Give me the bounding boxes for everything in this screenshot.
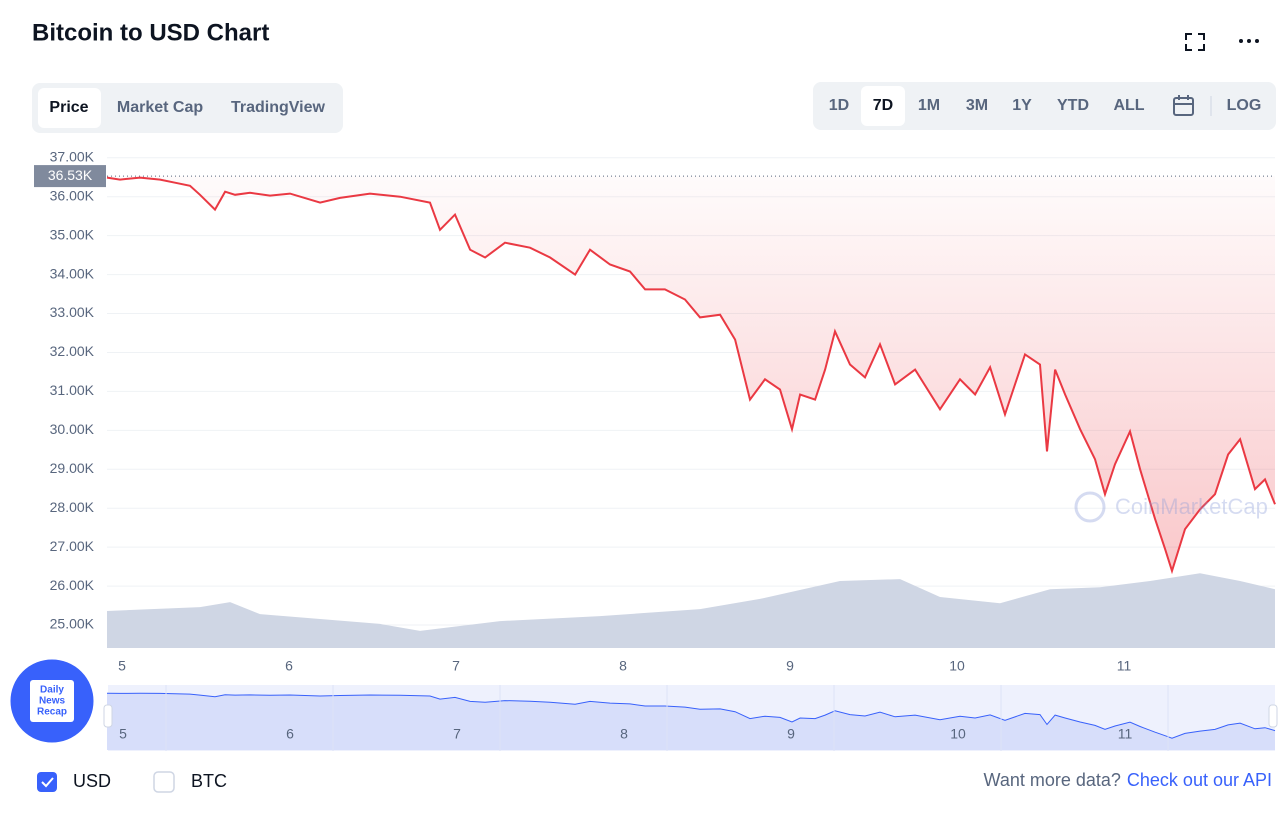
y-tick-label: 31.00K [50, 382, 95, 398]
navigator-tick-label: 5 [119, 726, 127, 742]
fullscreen-icon[interactable] [1185, 33, 1205, 51]
api-link[interactable]: Check out our API [1127, 770, 1272, 790]
x-tick-label: 6 [285, 658, 293, 674]
price-fill [107, 176, 1275, 571]
watermark-text: CoinMarketCap [1115, 494, 1268, 519]
y-tick-label: 37.00K [50, 148, 95, 164]
tab-active [38, 88, 101, 128]
y-tick-label: 30.00K [50, 421, 95, 437]
current-price-label: 36.53K [48, 167, 93, 183]
range-button[interactable]: YTD [1057, 97, 1089, 114]
legend-label[interactable]: BTC [191, 771, 227, 791]
range-button[interactable]: 7D [873, 97, 893, 114]
navigator-area [107, 693, 1275, 750]
y-tick-label: 32.00K [50, 343, 95, 359]
price-line [106, 176, 1276, 575]
x-tick-label: 9 [786, 658, 794, 674]
range-button[interactable]: 3M [966, 97, 988, 114]
navigator-tick-label: 10 [950, 726, 966, 742]
log-button[interactable]: LOG [1227, 97, 1262, 114]
x-tick-label: 5 [118, 658, 126, 674]
tab[interactable]: Price [49, 99, 88, 116]
badge-text: Daily [40, 685, 64, 696]
api-prompt: Want more data? [984, 770, 1121, 790]
y-tick-label: 29.00K [50, 460, 95, 476]
navigator-handle [1268, 704, 1278, 728]
y-tick-label: 28.00K [50, 499, 95, 515]
range-button[interactable]: ALL [1113, 97, 1144, 114]
range-button[interactable]: 1Y [1012, 97, 1032, 114]
current-price-box [34, 165, 106, 188]
x-tick-label: 10 [949, 658, 965, 674]
range-button[interactable]: 1D [829, 97, 849, 114]
navigator-tick-label: 6 [286, 726, 294, 742]
api-text: Want more data? Check out our API [984, 770, 1273, 790]
navigator-tick-label: 11 [1118, 726, 1133, 742]
plot: 37.00K 36.00K 35.00K 34.00K 33.00K 32.00K 31.0… [34, 148, 1278, 751]
x-tick-label: 8 [619, 658, 627, 674]
y-tick-label: 35.00K [50, 226, 95, 242]
badge-text: Recap [37, 707, 67, 718]
chart-title: Bitcoin to USD Chart [32, 19, 269, 46]
legend-label[interactable]: USD [73, 771, 111, 791]
y-tick-label: 26.00K [50, 577, 95, 593]
tab-group [32, 83, 343, 133]
badge-text: News [39, 696, 66, 707]
checkbox-checked[interactable] [37, 772, 57, 792]
range-group [813, 82, 1276, 130]
range-active [861, 86, 905, 126]
navigator-tick-label: 9 [787, 726, 795, 742]
badge: Daily News Recap [7, 656, 97, 746]
tab[interactable]: Market Cap [117, 99, 203, 116]
navigator-line [106, 692, 1276, 739]
checkbox[interactable] [153, 771, 175, 793]
x-tick-label: 7 [452, 658, 460, 674]
watermark: CoinMarketCap [1074, 491, 1268, 523]
volume-area [107, 573, 1275, 648]
navigator-handle [103, 704, 113, 728]
y-tick-label: 36.00K [50, 187, 95, 203]
y-tick-label: 25.00K [50, 616, 95, 632]
y-tick-label: 27.00K [50, 538, 95, 554]
x-tick-label: 11 [1117, 658, 1132, 674]
navigator-tick-label: 8 [620, 726, 628, 742]
y-tick-label: 33.00K [50, 304, 95, 320]
calendar-icon[interactable] [1173, 95, 1194, 116]
y-tick-label: 34.00K [50, 265, 95, 281]
navigator-tick-label: 7 [453, 726, 461, 742]
range-button[interactable]: 1M [918, 97, 940, 114]
tab[interactable]: TradingView [231, 99, 326, 116]
more-icon[interactable] [1239, 39, 1259, 43]
check-icon [41, 777, 54, 788]
